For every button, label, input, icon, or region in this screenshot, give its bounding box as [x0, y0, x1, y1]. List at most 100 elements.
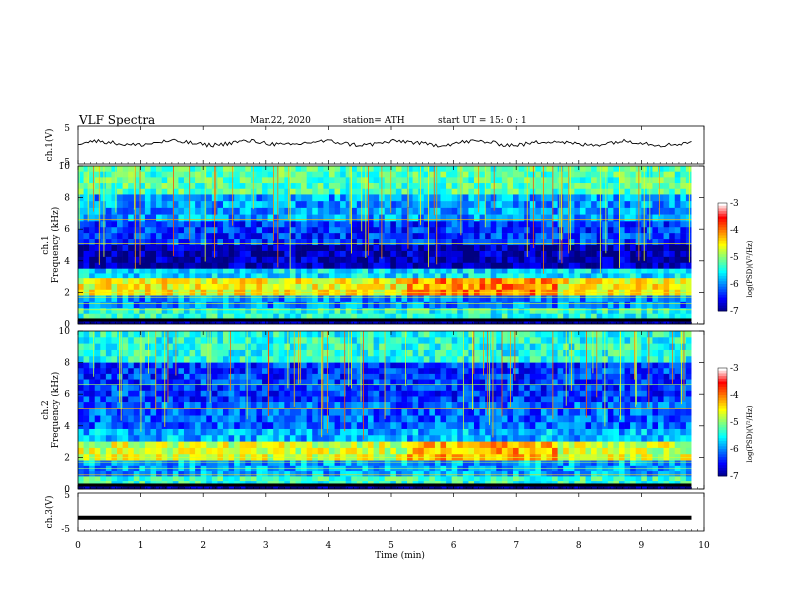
- ch2-spectrogram-cell: [385, 402, 391, 409]
- ch1-spectrogram-cell: [167, 308, 173, 314]
- ch1-spectrogram-cell: [335, 269, 341, 274]
- ch2-spectrogram-cell: [323, 402, 329, 409]
- ch2-spectrogram-cell: [307, 350, 313, 357]
- ch1-spectrogram-cell: [290, 278, 296, 284]
- ch1-spectrogram-cell: [307, 296, 313, 303]
- ch2-spectrogram-cell: [134, 409, 140, 416]
- ch1-spectrogram-cell: [206, 308, 212, 314]
- ch2-spectrogram-cell: [217, 356, 223, 363]
- ch1-spectrogram-cell: [530, 233, 536, 239]
- ch2-spectrogram-cell: [229, 337, 235, 344]
- ch1-spectrogram-cell: [290, 208, 296, 215]
- ch1-spectrogram-cell: [591, 263, 597, 269]
- ch1-spectrogram-cell: [680, 208, 686, 215]
- ch1-spectrogram-cell: [474, 215, 480, 222]
- ch1-spectrogram-cell: [390, 284, 396, 290]
- ch2-spectrogram-cell: [374, 385, 380, 391]
- ch2-spectrogram-cell: [675, 402, 681, 409]
- ch1-spectrogram-cell: [329, 278, 335, 284]
- ch1-spectrogram-cell: [212, 296, 218, 303]
- ch1-spectrogram-cell: [256, 208, 262, 215]
- ch2-spectrogram-cell: [558, 331, 564, 338]
- ch1-spectrogram-cell: [95, 177, 101, 183]
- ch1-spectrogram-cell: [374, 251, 380, 257]
- ch2-spectrogram-cell: [212, 396, 218, 402]
- ch2-spectrogram-cell: [546, 422, 552, 429]
- ch1-spectrogram-cell: [619, 172, 625, 178]
- ch1-spectrogram-cell: [201, 177, 207, 183]
- ch1-spectrogram-cell: [552, 278, 558, 284]
- ch1-spectrogram-cell: [346, 208, 352, 215]
- ch2-spectrogram-cell: [368, 396, 374, 402]
- chart-title: VLF Spectra: [78, 113, 155, 127]
- ch2-spectrogram-cell: [625, 374, 631, 380]
- ch2-spectrogram-cell: [240, 391, 246, 397]
- ch1-spectrogram-cell: [184, 269, 190, 274]
- ch1-spectrogram-cell: [407, 308, 413, 314]
- ch1-spectrogram-cell: [111, 166, 117, 172]
- ch2-spectrogram-cell: [474, 344, 480, 351]
- ch1-spectrogram-cell: [284, 296, 290, 303]
- ch1-spectrogram-cell: [217, 183, 223, 189]
- ch1-spectrogram-cell: [480, 215, 486, 222]
- ch1-spectrogram-cell: [401, 302, 407, 309]
- ch1-spectrogram-cell: [413, 166, 419, 172]
- ch1-spectrogram-cell: [580, 239, 586, 245]
- ch2-spectrogram-cell: [307, 409, 313, 416]
- ch1-spectrogram-cell: [530, 172, 536, 178]
- ch1-spectrogram-cell: [463, 177, 469, 183]
- ch2-spectrogram-cell: [123, 422, 129, 429]
- ch1-spectrogram-cell: [608, 172, 614, 178]
- ch1-spectrogram-cell: [178, 239, 184, 245]
- ch1-spectrogram-cell: [362, 269, 368, 274]
- ch1-spectrogram-cell: [652, 273, 658, 278]
- ch1-spectrogram-cell: [563, 166, 569, 172]
- ch1-spectrogram-cell: [502, 215, 508, 222]
- ch1-spectrogram-cell: [123, 172, 129, 178]
- ch2-spectrogram-cell: [558, 350, 564, 357]
- ch1-spectrogram-cell: [396, 172, 402, 178]
- ch1-spectrogram-cell: [413, 208, 419, 215]
- ch2-spectrogram-cell: [284, 422, 290, 429]
- ch1-spectrogram-cell: [312, 201, 318, 208]
- ch2-spectrogram-cell: [541, 368, 547, 374]
- ch1-spectrogram-cell: [134, 221, 140, 227]
- ch1-spectrogram-cell: [195, 172, 201, 178]
- ch2-spectrogram-cell: [190, 429, 196, 436]
- ch2-spectrogram-cell: [262, 350, 268, 357]
- ch1-spectrogram-cell: [413, 189, 419, 195]
- ch1-spectrogram-cell: [630, 269, 636, 274]
- ch1-spectrogram-cell: [290, 166, 296, 172]
- ch1-spectrogram-cell: [535, 296, 541, 303]
- ch2-spectrogram-cell: [245, 368, 251, 374]
- ch1-spectrogram-cell: [507, 201, 513, 208]
- ch2-spectrogram-cell: [630, 429, 636, 436]
- ch1-spectrogram-cell: [608, 189, 614, 195]
- ch1-spectrogram-cell: [217, 245, 223, 251]
- ch1-spectrogram-cell: [245, 233, 251, 239]
- ch1-spectrogram-cell: [558, 194, 564, 201]
- ch1-spectrogram-cell: [396, 166, 402, 172]
- ch1-spectrogram-cell: [111, 284, 117, 290]
- ch1-spectrogram-cell: [424, 183, 430, 189]
- ch2-spectrogram-cell: [335, 385, 341, 391]
- ch2-spectrogram-cell: [480, 396, 486, 402]
- ch1-spectrogram-cell: [502, 183, 508, 189]
- ch1-spectrogram-cell: [619, 257, 625, 263]
- ch2-spectrogram-cell: [78, 385, 84, 391]
- ch1-spectrogram-cell: [195, 251, 201, 257]
- ch2-spectrogram-cell: [424, 429, 430, 436]
- ch1-spectrogram-cell: [502, 194, 508, 201]
- ch1-spectrogram-cell: [524, 290, 530, 296]
- ch1-spectrogram-cell: [586, 208, 592, 215]
- ch1-spectrogram-cell: [234, 290, 240, 296]
- ch2-spectrogram-cell: [335, 374, 341, 380]
- ch1-spectrogram-cell: [530, 290, 536, 296]
- ch1-spectrogram-cell: [586, 177, 592, 183]
- ch1-spectrogram-cell: [652, 308, 658, 314]
- ch1-spectrogram-cell: [318, 221, 324, 227]
- ch1-spectrogram-cell: [217, 302, 223, 309]
- ch1-spectrogram-cell: [435, 208, 441, 215]
- ch2-spectrogram-cell: [307, 337, 313, 344]
- ch1-spectrogram-cell: [240, 245, 246, 251]
